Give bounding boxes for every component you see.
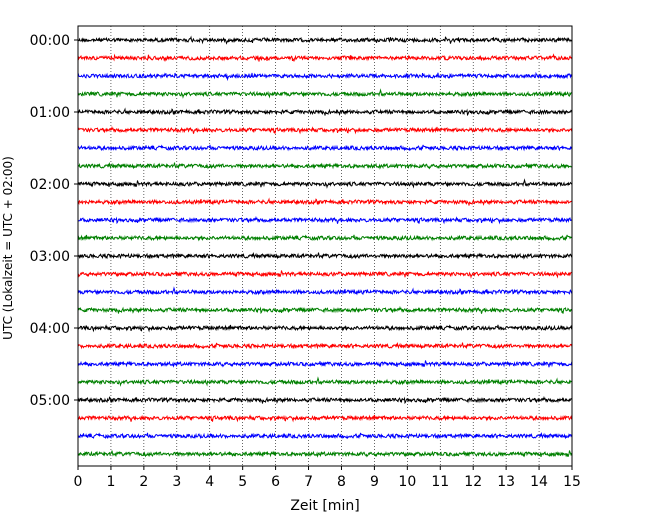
seismogram-trace [77,144,573,152]
x-tick-label: 10 [398,474,416,490]
seismogram-trace [77,161,573,170]
y-axis-ticks: 00:00 01:00 02:00 03:00 04:00 05:00 [30,33,78,409]
seismogram-trace [77,215,573,225]
seismogram-trace [77,431,573,440]
seismogram-trace [77,305,573,315]
x-axis-ticks: 0 1 2 3 4 5 6 7 8 9 10 11 12 13 14 15 [74,466,581,490]
x-tick-label: 4 [205,474,214,490]
x-tick-label: 1 [106,474,115,490]
plot-frame [77,25,573,467]
x-axis-label: Zeit [min] [290,498,359,514]
y-tick-label: 00:00 [30,33,70,49]
seismogram-trace [77,125,573,135]
seismogram-trace [77,251,573,260]
seismogram-trace [77,395,573,405]
seismogram-trace [77,197,573,206]
seismogram-trace [77,270,573,279]
x-tick-label: 15 [563,474,581,490]
x-tick-label: 2 [139,474,148,490]
seismogram-trace [77,178,573,189]
grid-lines [110,26,540,466]
x-tick-label: 0 [74,474,83,490]
x-tick-label: 11 [431,474,449,490]
seismogram-trace [77,414,573,423]
x-tick-label: 5 [238,474,247,490]
y-tick-label: 04:00 [30,321,70,337]
seismogram-trace [77,88,573,99]
x-tick-label: 6 [271,474,280,490]
y-axis-label: UTC (Lokalzeit = UTC + 02:00) [1,156,15,340]
y-tick-label: 02:00 [30,177,70,193]
seismogram-trace [77,53,573,62]
seismogram-trace [77,324,573,333]
seismogram-trace [77,286,573,296]
x-tick-label: 12 [464,474,482,490]
seismogram-trace [77,376,573,387]
seismogram-trace [77,234,573,242]
x-tick-label: 14 [530,474,548,490]
seismogram-trace [77,107,573,117]
y-tick-label: 03:00 [30,249,70,265]
seismogram-trace [77,71,573,82]
x-tick-label: 9 [370,474,379,490]
seismogram-trace [77,341,573,350]
x-tick-label: 7 [304,474,313,490]
x-tick-label: 13 [497,474,515,490]
y-tick-label: 01:00 [30,105,70,121]
seismogram-trace [77,35,573,45]
x-tick-label: 3 [172,474,181,490]
seismogram-trace [77,450,573,458]
seismogram-trace [77,360,573,368]
x-tick-label: 8 [337,474,346,490]
y-tick-label: 05:00 [30,393,70,409]
seismogram-traces [77,35,573,458]
